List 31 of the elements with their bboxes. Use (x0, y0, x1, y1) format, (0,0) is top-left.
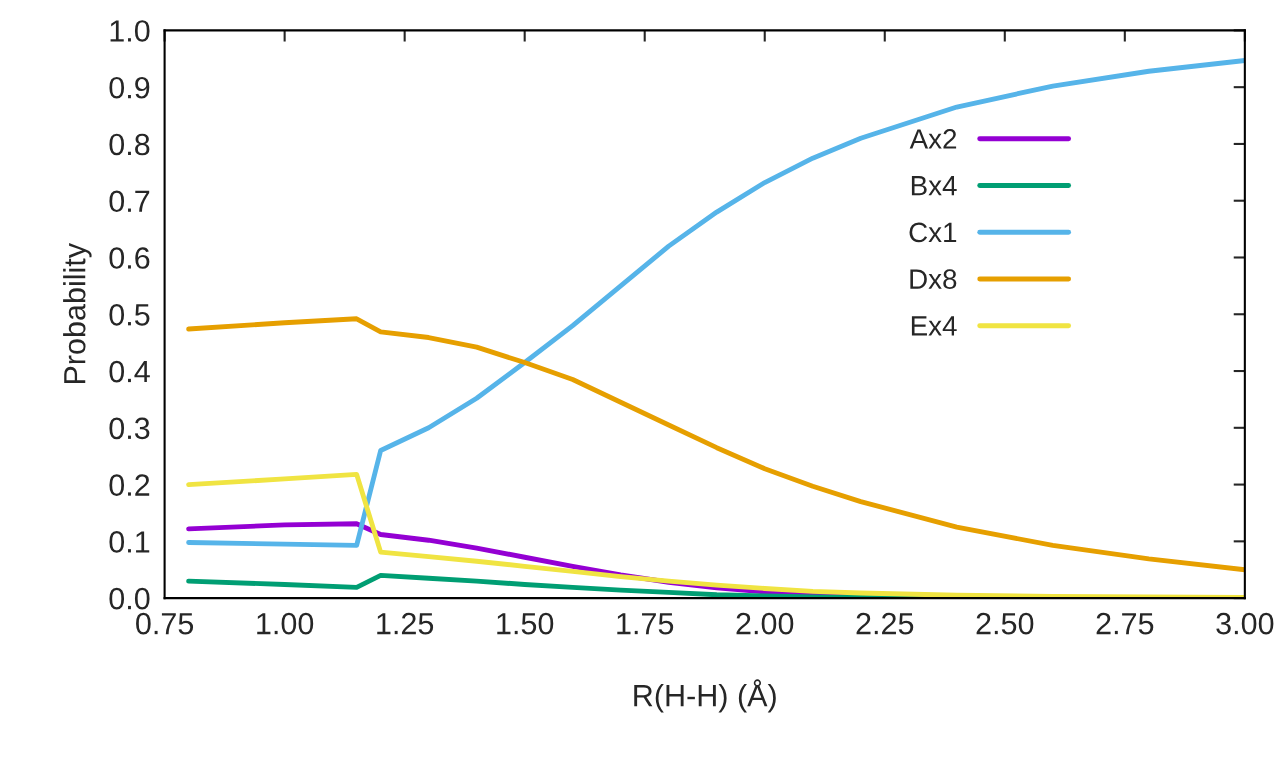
y-axis-title: Probability (63, 242, 92, 384)
x-tick-label: 1.00 (257, 612, 314, 635)
x-tick-label: 2.50 (976, 612, 1034, 635)
y-tick-label: 0.7 (109, 190, 150, 213)
x-tick-label: 3.00 (1216, 612, 1274, 635)
y-tick-label: 0.5 (109, 304, 150, 326)
line-series (186, 316, 1245, 573)
legend-label: Cx1 (909, 222, 957, 243)
x-tick-label: 0.75 (136, 612, 194, 635)
y-tick-label: 0.3 (109, 417, 150, 440)
legend-label: Ex4 (911, 316, 957, 336)
y-tick-label: 0.4 (109, 360, 150, 383)
y-tick-label: 0.6 (109, 247, 150, 269)
line-series (186, 471, 1245, 599)
y-tick-label: 0.8 (109, 133, 150, 156)
legend-label: Dx8 (910, 269, 957, 289)
y-tick-label: 0.0 (109, 587, 150, 610)
x-tick-label: 1.50 (497, 612, 554, 635)
y-tick-label: 0.2 (109, 474, 150, 496)
x-tick-label: 2.25 (856, 612, 914, 635)
legend-label: Ax2 (909, 129, 957, 149)
x-tick-label: 2.00 (736, 612, 794, 635)
x-axis-title: R(H-H) (Å) (634, 679, 776, 713)
x-tick-label: 1.75 (617, 613, 674, 635)
x-tick-label: 2.75 (1096, 612, 1154, 635)
y-tick-label: 0.9 (109, 76, 150, 99)
line-series (186, 58, 1245, 548)
y-tick-label: 0.1 (109, 531, 150, 553)
x-tick-label: 1.25 (377, 612, 434, 635)
legend-label: Bx4 (911, 176, 957, 196)
y-tick-label: 1.0 (110, 20, 150, 42)
